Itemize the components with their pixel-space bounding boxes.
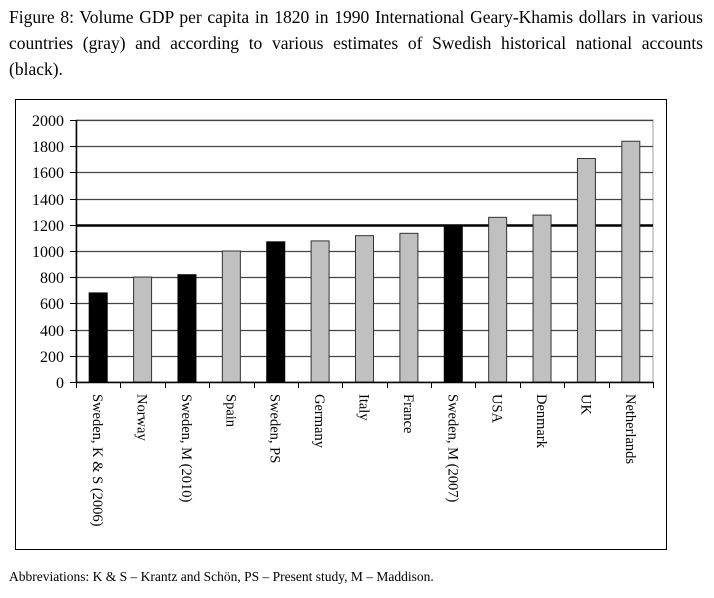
x-category-label: Sweden, PS <box>267 394 283 463</box>
x-category-label: Denmark <box>533 394 549 449</box>
axes <box>70 120 654 388</box>
y-tick-label-800: 800 <box>40 270 64 287</box>
x-category-labels: Sweden, K & S (2006) Norway Sweden, M (201… <box>89 394 638 527</box>
x-category-label: Germany <box>311 394 327 449</box>
chart-frame <box>15 99 667 550</box>
bar-sweden-m-2010 <box>177 274 197 383</box>
x-category-label: Netherlands <box>622 394 638 464</box>
x-category-label: UK <box>577 394 593 415</box>
bar-france <box>399 232 419 383</box>
bar-spain <box>221 250 241 383</box>
bar-denmark <box>532 214 552 383</box>
bar-germany <box>310 240 330 383</box>
bar-sweden-m-2007 <box>443 224 463 383</box>
y-tick-label-1600: 1600 <box>32 165 64 182</box>
x-category-label: Spain <box>222 394 238 428</box>
bar-sweden-ps <box>266 241 286 383</box>
y-tick-label-200: 200 <box>40 349 64 366</box>
y-tick-label-0: 0 <box>56 375 64 392</box>
bar-italy <box>355 235 374 383</box>
x-category-label: Sweden, M (2010) <box>178 394 194 503</box>
x-category-label: Sweden, K & S (2006) <box>89 394 105 527</box>
bars <box>88 140 641 383</box>
y-tick-label-600: 600 <box>40 296 64 313</box>
bar-netherlands <box>621 140 641 383</box>
y-tick-label-1800: 1800 <box>32 139 64 156</box>
y-tick-label-400: 400 <box>40 323 64 340</box>
abbreviations-footnote: Abbreviations: K & S – Krantz and Schön,… <box>9 569 434 584</box>
y-tick-label-1000: 1000 <box>32 244 64 261</box>
y-tick-labels: 0 200 400 600 800 1000 1200 1400 1600 1800 2000 <box>32 113 64 392</box>
bar-norway <box>133 276 153 383</box>
bar-uk <box>576 158 596 383</box>
y-tick-label-1200: 1200 <box>32 218 64 235</box>
y-tick-label-1400: 1400 <box>32 192 64 209</box>
x-category-label: Sweden, M (2007) <box>444 394 460 503</box>
x-category-label: France <box>400 394 416 433</box>
y-tick-label-2000: 2000 <box>32 113 64 130</box>
bar-usa <box>488 216 508 383</box>
figure-caption: Figure 8: Volume GDP per capita in 1820 … <box>9 7 703 79</box>
x-category-label: Italy <box>356 394 372 421</box>
x-category-label: Norway <box>134 394 150 441</box>
bar-sweden-k-s-2006 <box>88 292 108 383</box>
x-category-label: USA <box>489 394 505 424</box>
